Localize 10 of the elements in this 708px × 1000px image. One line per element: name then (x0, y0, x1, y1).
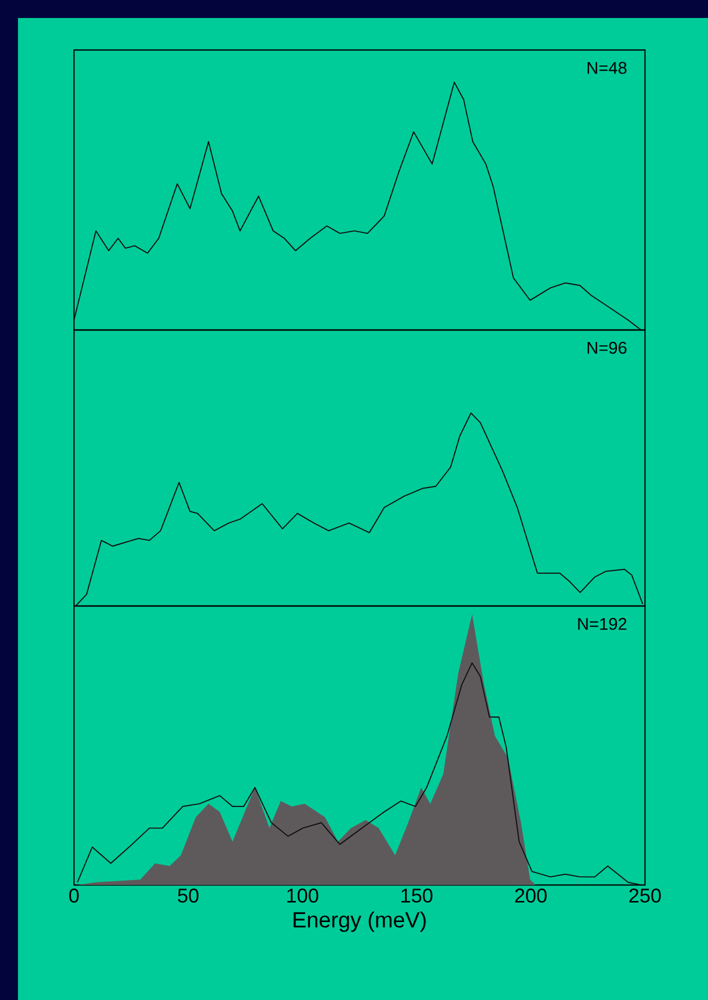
text: N=96 (588, 342, 626, 354)
x-tick-label: 150 (402, 888, 432, 903)
x-tick-label: 200 (515, 888, 547, 903)
x-tick-label: 100 (287, 888, 318, 903)
x-tick-label: 250 (629, 888, 661, 903)
x-tick-label: 0 (69, 888, 79, 903)
x-axis-title: Energy (meV) (294, 911, 426, 932)
x-tick-label: 50 (178, 888, 198, 903)
text: N=48 (588, 62, 626, 74)
annotation: N=192 (578, 618, 626, 630)
